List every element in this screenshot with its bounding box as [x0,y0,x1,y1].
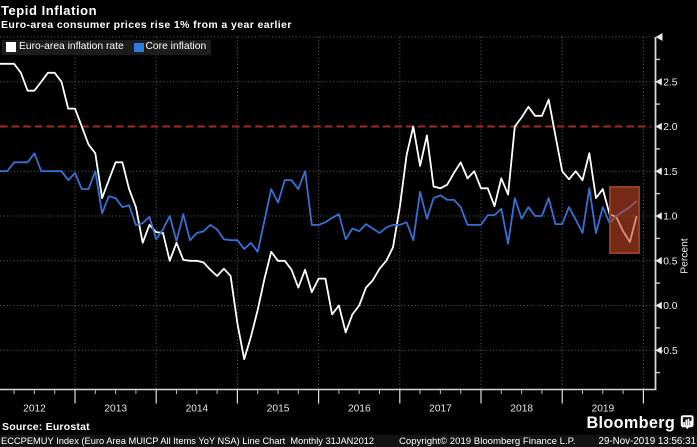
svg-text:0.0: 0.0 [663,301,678,312]
svg-text:2013: 2013 [104,404,127,415]
svg-text:2019: 2019 [592,404,615,415]
svg-text:-0.5: -0.5 [660,346,678,357]
svg-text:2014: 2014 [186,404,209,415]
svg-text:2017: 2017 [429,404,452,415]
svg-text:2015: 2015 [267,404,290,415]
svg-text:2018: 2018 [510,404,533,415]
svg-text:1.0: 1.0 [663,212,678,223]
svg-text:1.5: 1.5 [663,167,678,178]
svg-text:2.0: 2.0 [663,122,678,133]
svg-text:2012: 2012 [23,404,46,415]
svg-text:Percent: Percent [680,238,691,274]
svg-text:0.5: 0.5 [663,256,678,267]
svg-text:2.5: 2.5 [663,78,678,89]
svg-text:2016: 2016 [348,404,371,415]
